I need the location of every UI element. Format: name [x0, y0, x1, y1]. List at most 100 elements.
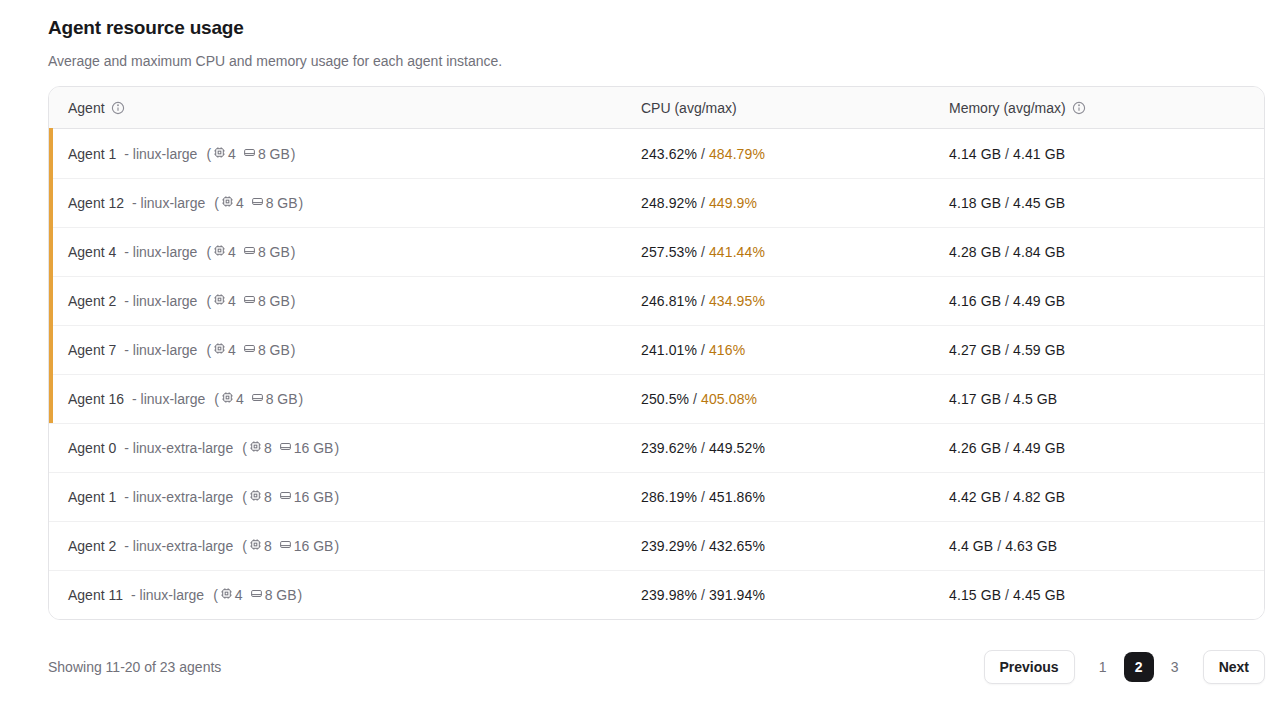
- agent-cell: Agent 2 - linux-extra-large ( 8: [68, 538, 641, 554]
- value-separator: /: [1001, 195, 1013, 211]
- memory-avg: 4.16 GB: [949, 293, 1001, 309]
- agent-instance-type: - linux-large: [124, 342, 197, 358]
- memory-max: 4.49 GB: [1013, 293, 1065, 309]
- cpu-avg: 239.29%: [641, 538, 697, 554]
- agent-cpus: 4: [228, 244, 236, 260]
- memory-cell: 4.26 GB/4.49 GB: [949, 440, 1264, 456]
- memory-cell: 4.28 GB/4.84 GB: [949, 244, 1264, 260]
- agent-name: Agent 1: [68, 489, 116, 505]
- spec-close-paren: ): [291, 342, 296, 358]
- cpu-cell: 257.53%/441.44%: [641, 244, 949, 260]
- cpu-chip-icon: [220, 391, 235, 407]
- info-icon[interactable]: [1072, 101, 1086, 115]
- column-header-memory-label: Memory (avg/max): [949, 100, 1066, 116]
- spec-open-paren: (: [206, 293, 211, 309]
- cpu-max: 416%: [709, 342, 745, 358]
- agent-spec: ( 4: [206, 342, 295, 358]
- value-separator: /: [1001, 489, 1013, 505]
- value-separator: /: [697, 146, 709, 162]
- table-body: Agent 1 - linux-large ( 4: [49, 129, 1264, 619]
- memory-max: 4.41 GB: [1013, 146, 1065, 162]
- memory-cell: 4.4 GB/4.63 GB: [949, 538, 1264, 554]
- page-button-1[interactable]: 1: [1088, 652, 1118, 682]
- agent-cpus: 8: [264, 538, 272, 554]
- value-separator: /: [1001, 146, 1013, 162]
- agent-spec: ( 8: [242, 489, 339, 505]
- table-row: Agent 2 - linux-extra-large ( 8: [49, 521, 1264, 570]
- agent-memory-size: 8 GB: [258, 293, 290, 309]
- agent-spec: ( 4: [213, 587, 302, 603]
- agent-name: Agent 7: [68, 342, 116, 358]
- agent-memory-size: 16 GB: [294, 489, 334, 505]
- column-header-cpu-label: CPU (avg/max): [641, 100, 737, 116]
- agent-instance-type: - linux-extra-large: [124, 440, 233, 456]
- agent-cpus: 4: [236, 195, 244, 211]
- memory-avg: 4.28 GB: [949, 244, 1001, 260]
- cpu-chip-icon: [219, 587, 234, 603]
- value-separator: /: [697, 195, 709, 211]
- cpu-chip-icon: [248, 440, 263, 456]
- memory-max: 4.84 GB: [1013, 244, 1065, 260]
- agent-cpus: 4: [228, 342, 236, 358]
- spec-close-paren: ): [299, 195, 304, 211]
- agent-spec: ( 4: [214, 195, 303, 211]
- cpu-chip-icon: [248, 489, 263, 505]
- page-button-3[interactable]: 3: [1160, 652, 1190, 682]
- agent-cpus: 4: [228, 293, 236, 309]
- column-header-memory: Memory (avg/max): [949, 100, 1264, 116]
- memory-cell: 4.14 GB/4.41 GB: [949, 146, 1264, 162]
- agent-name: Agent 1: [68, 146, 116, 162]
- next-button[interactable]: Next: [1203, 650, 1265, 684]
- cpu-max: 441.44%: [709, 244, 765, 260]
- value-separator: /: [1001, 391, 1013, 407]
- cpu-cell: 239.62%/449.52%: [641, 440, 949, 456]
- previous-button[interactable]: Previous: [984, 650, 1075, 684]
- cpu-cell: 239.29%/432.65%: [641, 538, 949, 554]
- value-separator: /: [1001, 587, 1013, 603]
- agent-name: Agent 11: [68, 587, 123, 603]
- table-row: Agent 0 - linux-extra-large ( 8: [49, 423, 1264, 472]
- agent-name: Agent 2: [68, 538, 116, 554]
- agent-cell: Agent 16 - linux-large ( 4: [68, 391, 641, 407]
- spec-open-paren: (: [206, 342, 211, 358]
- ram-icon: [278, 440, 293, 456]
- info-icon[interactable]: [111, 101, 125, 115]
- memory-avg: 4.14 GB: [949, 146, 1001, 162]
- agent-spec: ( 4: [206, 293, 295, 309]
- cpu-max: 449.52%: [709, 440, 765, 456]
- ram-icon: [278, 489, 293, 505]
- ram-icon: [249, 587, 264, 603]
- agent-name: Agent 16: [68, 391, 124, 407]
- cpu-avg: 239.98%: [641, 587, 697, 603]
- cpu-max: 451.86%: [709, 489, 765, 505]
- spec-open-paren: (: [242, 440, 247, 456]
- value-separator: /: [697, 244, 709, 260]
- table-row: Agent 1 - linux-large ( 4: [49, 129, 1264, 178]
- page-button-2-current[interactable]: 2: [1124, 652, 1154, 682]
- agent-instance-type: - linux-extra-large: [124, 489, 233, 505]
- spec-close-paren: ): [291, 146, 296, 162]
- value-separator: /: [1001, 244, 1013, 260]
- cpu-cell: 286.19%/451.86%: [641, 489, 949, 505]
- cpu-chip-icon: [212, 293, 227, 309]
- value-separator: /: [689, 391, 701, 407]
- cpu-max: 432.65%: [709, 538, 765, 554]
- table-row: Agent 4 - linux-large ( 4: [49, 227, 1264, 276]
- value-separator: /: [1001, 342, 1013, 358]
- cpu-max: 484.79%: [709, 146, 765, 162]
- spec-close-paren: ): [334, 538, 339, 554]
- agent-spec: ( 4: [206, 146, 295, 162]
- agent-cell: Agent 12 - linux-large ( 4: [68, 195, 641, 211]
- agent-memory-size: 8 GB: [266, 391, 298, 407]
- memory-max: 4.82 GB: [1013, 489, 1065, 505]
- agent-cpus: 8: [264, 440, 272, 456]
- memory-max: 4.45 GB: [1013, 195, 1065, 211]
- memory-avg: 4.15 GB: [949, 587, 1001, 603]
- ram-icon: [278, 538, 293, 554]
- ram-icon: [242, 244, 257, 260]
- cpu-max: 449.9%: [709, 195, 757, 211]
- agent-spec: ( 8: [242, 538, 339, 554]
- column-header-cpu: CPU (avg/max): [641, 100, 949, 116]
- agent-memory-size: 8 GB: [258, 342, 290, 358]
- spec-close-paren: ): [334, 440, 339, 456]
